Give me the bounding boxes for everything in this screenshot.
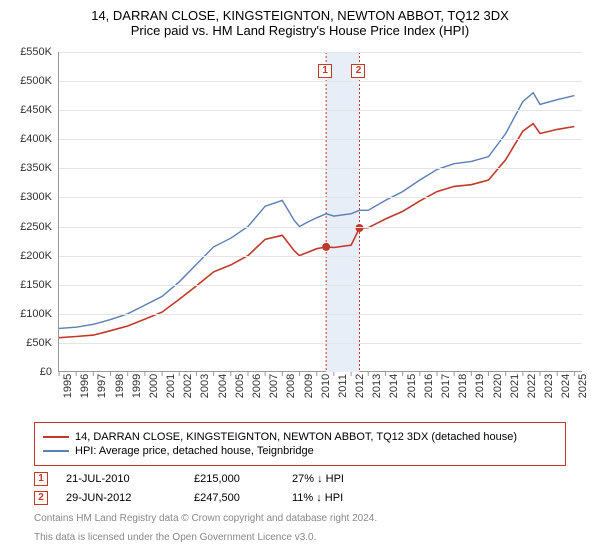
x-axis-label: 2019 <box>474 374 486 398</box>
x-axis-label: 2000 <box>148 374 160 398</box>
gridline-h <box>59 285 582 286</box>
x-axis-label: 2022 <box>526 374 538 398</box>
gridline-h <box>59 81 582 82</box>
gridline-h <box>59 343 582 344</box>
y-axis-label: £200K <box>20 250 52 262</box>
x-axis-label: 2007 <box>268 374 280 398</box>
legend-label: 14, DARRAN CLOSE, KINGSTEIGNTON, NEWTON … <box>75 431 517 443</box>
x-axis-label: 2010 <box>320 374 332 398</box>
y-axis-label: £250K <box>20 221 52 233</box>
chart-svg <box>59 52 583 372</box>
y-axis-label: £550K <box>20 46 52 58</box>
series-property <box>59 124 574 338</box>
x-axis-label: 1997 <box>96 374 108 398</box>
y-axis-label: £350K <box>20 162 52 174</box>
x-axis-label: 2024 <box>560 374 572 398</box>
sale-row: 2 29-JUN-2012 £247,500 11% ↓ HPI <box>34 491 566 505</box>
chart-area: £0 £50K £100K £150K £200K £250K £300K £350K £400… <box>10 46 590 416</box>
x-axis-label: 2021 <box>509 374 521 398</box>
x-axis-label: 2005 <box>234 374 246 398</box>
x-axis-label: 1995 <box>62 374 74 398</box>
sale-diff: 27% ↓ HPI <box>292 473 402 485</box>
x-axis-label: 1999 <box>131 374 143 398</box>
gridline-h <box>59 168 582 169</box>
y-axis-label: £500K <box>20 75 52 87</box>
chart-subtitle: Price paid vs. HM Land Registry's House … <box>8 23 592 38</box>
sale-diff: 11% ↓ HPI <box>292 492 402 504</box>
marker-label-2: 2 <box>351 64 365 78</box>
footer-line-2: This data is licensed under the Open Gov… <box>34 532 566 543</box>
footer-line-1: Contains HM Land Registry data © Crown c… <box>34 513 566 524</box>
y-axis-label: £50K <box>26 337 52 349</box>
x-axis-label: 2014 <box>388 374 400 398</box>
x-axis-label: 2001 <box>165 374 177 398</box>
x-axis-label: 2016 <box>423 374 435 398</box>
legend-box: 14, DARRAN CLOSE, KINGSTEIGNTON, NEWTON … <box>34 422 566 466</box>
plot-area <box>58 52 582 372</box>
sale-marker: 1 <box>34 472 48 486</box>
x-axis-label: 2020 <box>492 374 504 398</box>
sale-marker: 2 <box>34 491 48 505</box>
legend-label: HPI: Average price, detached house, Teig… <box>75 445 314 457</box>
sale-price: £247,500 <box>194 492 274 504</box>
y-axis-label: £300K <box>20 191 52 203</box>
gridline-h <box>59 139 582 140</box>
x-axis-label: 1996 <box>79 374 91 398</box>
series-hpi <box>59 93 574 329</box>
legend-swatch <box>43 436 69 438</box>
sale-price: £215,000 <box>194 473 274 485</box>
gridline-h <box>59 256 582 257</box>
legend-item: HPI: Average price, detached house, Teig… <box>43 445 557 457</box>
sale-row: 1 21-JUL-2010 £215,000 27% ↓ HPI <box>34 472 566 486</box>
y-axis-label: £100K <box>20 308 52 320</box>
x-axis-label: 2003 <box>199 374 211 398</box>
x-axis-label: 2023 <box>543 374 555 398</box>
x-axis-label: 2017 <box>440 374 452 398</box>
x-axis-label: 2012 <box>354 374 366 398</box>
gridline-h <box>59 110 582 111</box>
chart-title: 14, DARRAN CLOSE, KINGSTEIGNTON, NEWTON … <box>8 8 592 23</box>
gridline-h <box>59 227 582 228</box>
chart-container: 14, DARRAN CLOSE, KINGSTEIGNTON, NEWTON … <box>0 0 600 551</box>
gridline-h <box>59 314 582 315</box>
sale-point <box>355 224 363 232</box>
sale-date: 29-JUN-2012 <box>66 492 176 504</box>
x-axis-label: 2025 <box>577 374 589 398</box>
x-axis-label: 2002 <box>182 374 194 398</box>
x-axis-label: 2004 <box>217 374 229 398</box>
x-axis-label: 2006 <box>251 374 263 398</box>
gridline-h <box>59 197 582 198</box>
x-axis-label: 2009 <box>303 374 315 398</box>
x-axis-label: 1998 <box>114 374 126 398</box>
x-axis-label: 2018 <box>457 374 469 398</box>
sales-table: 1 21-JUL-2010 £215,000 27% ↓ HPI 2 29-JUN-201… <box>34 472 566 505</box>
legend-item: 14, DARRAN CLOSE, KINGSTEIGNTON, NEWTON … <box>43 431 557 443</box>
gridline-h <box>59 52 582 53</box>
y-axis-label: £0 <box>40 366 52 378</box>
x-axis-label: 2015 <box>406 374 418 398</box>
sale-point <box>322 243 330 251</box>
y-axis-label: £150K <box>20 279 52 291</box>
x-axis-label: 2013 <box>371 374 383 398</box>
x-axis-label: 2008 <box>285 374 297 398</box>
x-axis-label: 2011 <box>337 374 349 398</box>
y-axis-label: £450K <box>20 104 52 116</box>
sale-date: 21-JUL-2010 <box>66 473 176 485</box>
legend-swatch <box>43 450 69 452</box>
y-axis-label: £400K <box>20 133 52 145</box>
marker-label-1: 1 <box>318 64 332 78</box>
